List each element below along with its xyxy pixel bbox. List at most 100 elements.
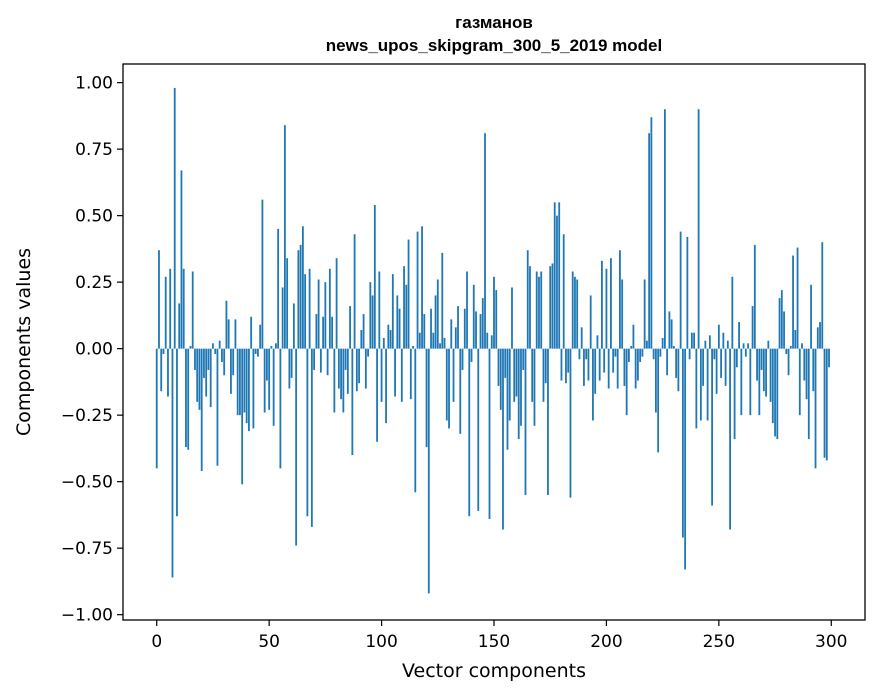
bar-204 — [614, 348, 617, 357]
chart-title-line-2: news_upos_skipgram_300_5_2019 model — [326, 36, 662, 55]
bar-150 — [493, 276, 495, 349]
bar-93 — [364, 348, 367, 389]
bar-168 — [533, 348, 536, 426]
bar-267 — [756, 348, 758, 381]
bar-68 — [308, 268, 311, 349]
bar-182 — [565, 348, 567, 384]
bar-58 — [286, 258, 289, 349]
bar-75 — [324, 282, 327, 349]
bar-235 — [684, 348, 687, 570]
bar-43 — [252, 348, 255, 429]
bar-284 — [794, 330, 797, 349]
bar-156 — [506, 348, 509, 450]
bar-115 — [414, 348, 417, 493]
bar-184 — [569, 348, 572, 498]
bar-165 — [526, 250, 529, 349]
bar-145 — [481, 298, 484, 349]
bar-215 — [639, 348, 642, 362]
bar-265 — [751, 306, 754, 349]
bar-162 — [520, 348, 522, 426]
bar-120 — [425, 348, 428, 448]
bar-217 — [643, 279, 646, 349]
bar-35 — [234, 319, 237, 349]
bar-202 — [610, 258, 612, 349]
bar-283 — [792, 255, 794, 349]
bar-209 — [625, 348, 628, 416]
bar-66 — [304, 274, 307, 349]
bar-161 — [517, 348, 520, 440]
bar-10 — [178, 303, 181, 349]
bar-39 — [243, 348, 246, 413]
bar-292 — [812, 348, 815, 392]
bar-158 — [511, 287, 513, 349]
bar-296 — [821, 242, 824, 349]
bar-264 — [749, 348, 752, 416]
bar-263 — [747, 343, 749, 349]
bar-219 — [648, 133, 651, 349]
bar-286 — [798, 348, 801, 416]
x-tick-label: 100 — [365, 632, 397, 652]
bar-101 — [382, 338, 385, 349]
bar-231 — [675, 348, 678, 378]
bar-160 — [515, 348, 518, 397]
bar-193 — [589, 295, 592, 349]
bar-87 — [351, 348, 354, 456]
bar-125 — [436, 279, 439, 349]
bar-238 — [690, 332, 693, 349]
y-tick-label: 0.75 — [75, 140, 113, 160]
bar-17 — [194, 348, 196, 370]
bar-12 — [182, 268, 185, 349]
bar-133 — [454, 327, 457, 349]
bar-255 — [729, 348, 731, 530]
bar-279 — [783, 311, 785, 349]
bar-218 — [646, 340, 648, 349]
bar-132 — [452, 348, 455, 402]
bar-152 — [497, 348, 500, 386]
bar-256 — [731, 276, 734, 349]
bar-245 — [706, 348, 709, 421]
bar-84 — [344, 348, 347, 370]
x-axis-ticks: 0 50 100 150 200 250 300 — [151, 620, 847, 652]
bar-134 — [457, 306, 459, 349]
y-tick-label: 0.50 — [75, 207, 113, 227]
bar-159 — [513, 348, 516, 402]
bar-100 — [380, 348, 383, 402]
y-tick-label: 0.00 — [75, 340, 113, 360]
bar-22 — [205, 348, 208, 397]
bar-199 — [603, 348, 606, 373]
bar-90 — [358, 348, 360, 384]
bar-226 — [663, 109, 666, 349]
bar-15 — [189, 345, 192, 349]
bar-91 — [360, 330, 363, 349]
bar-71 — [315, 314, 318, 349]
bar-73 — [319, 348, 322, 373]
y-tick-label: 1.00 — [75, 74, 113, 94]
bar-23 — [207, 348, 210, 370]
bar-62 — [295, 348, 298, 546]
bar-88 — [353, 234, 356, 349]
bar-232 — [677, 348, 680, 392]
bar-26 — [214, 348, 217, 354]
bar-211 — [630, 345, 633, 349]
bar-276 — [776, 348, 779, 440]
bar-189 — [580, 327, 583, 349]
bar-29 — [221, 348, 223, 362]
bar-273 — [769, 348, 772, 402]
x-tick-label: 250 — [703, 632, 735, 652]
bar-65 — [301, 226, 304, 349]
bar-298 — [825, 348, 828, 461]
bar-41 — [248, 348, 250, 432]
bar-33 — [230, 348, 232, 394]
bar-176 — [551, 263, 554, 349]
bar-236 — [686, 236, 689, 349]
bar-171 — [540, 271, 543, 349]
bar-21 — [203, 348, 205, 378]
bar-117 — [418, 332, 421, 349]
bar-213 — [634, 348, 637, 389]
bar-149 — [490, 335, 493, 349]
bar-137 — [463, 308, 466, 349]
bar-251 — [720, 348, 722, 378]
bar-108 — [398, 308, 401, 349]
bar-141 — [472, 284, 475, 349]
x-tick-label: 0 — [151, 632, 162, 652]
